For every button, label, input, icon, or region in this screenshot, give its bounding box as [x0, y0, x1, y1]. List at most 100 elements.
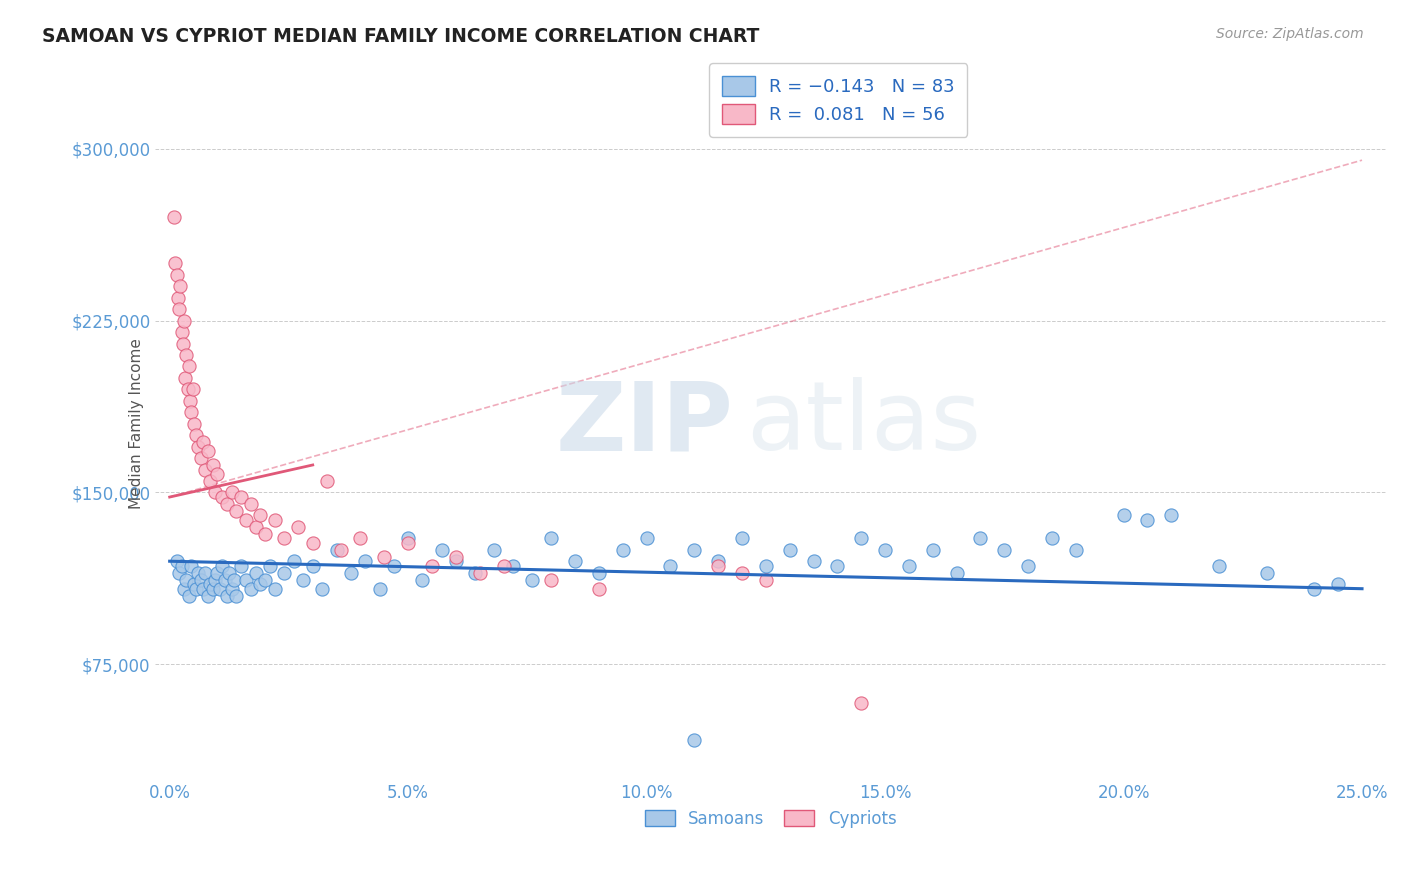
Point [170, 558, 193, 573]
Point [204, 573, 226, 587]
Point [184, 428, 207, 442]
Point [993, 542, 1015, 557]
Point [207, 566, 229, 580]
Point [430, 542, 453, 557]
Point [167, 291, 190, 305]
Point [382, 558, 405, 573]
Point [249, 508, 271, 523]
Point [273, 531, 295, 545]
Point [311, 582, 333, 596]
Point [235, 573, 257, 587]
Point [444, 549, 467, 564]
Text: Source: ZipAtlas.com: Source: ZipAtlas.com [1216, 27, 1364, 41]
Point [588, 566, 610, 580]
Point [803, 554, 825, 568]
Point [564, 554, 586, 568]
Point [200, 474, 222, 488]
Point [349, 531, 371, 545]
Point [492, 558, 515, 573]
Point [263, 513, 285, 527]
Point [167, 302, 190, 317]
Point [215, 589, 238, 603]
Point [520, 573, 543, 587]
Point [283, 554, 305, 568]
Point [1327, 577, 1350, 591]
Point [707, 558, 730, 573]
Point [540, 531, 562, 545]
Point [200, 577, 222, 591]
Point [163, 211, 186, 225]
Point [755, 558, 778, 573]
Point [177, 589, 200, 603]
Point [540, 573, 562, 587]
Point [190, 573, 212, 587]
Point [373, 549, 395, 564]
Point [190, 451, 212, 466]
Point [354, 554, 377, 568]
Point [225, 504, 247, 518]
Point [177, 359, 200, 374]
Point [194, 566, 217, 580]
Point [235, 513, 257, 527]
Point [731, 566, 754, 580]
Point [464, 566, 486, 580]
Point [897, 558, 920, 573]
Point [873, 542, 896, 557]
Text: SAMOAN VS CYPRIOT MEDIAN FAMILY INCOME CORRELATION CHART: SAMOAN VS CYPRIOT MEDIAN FAMILY INCOME C… [42, 27, 759, 45]
Point [169, 279, 191, 293]
Point [183, 577, 205, 591]
Point [211, 490, 233, 504]
Point [254, 573, 277, 587]
Point [176, 348, 198, 362]
Point [214, 573, 236, 587]
Point [1256, 566, 1278, 580]
Point [201, 458, 224, 472]
Legend: Samoans, Cypriots: Samoans, Cypriots [638, 803, 903, 835]
Point [1160, 508, 1182, 523]
Point [222, 573, 245, 587]
Point [707, 554, 730, 568]
Point [180, 405, 202, 419]
Point [273, 566, 295, 580]
Point [180, 558, 202, 573]
Point [172, 336, 194, 351]
Point [173, 313, 195, 327]
Point [197, 444, 219, 458]
Point [340, 566, 363, 580]
Point [259, 558, 281, 573]
Point [420, 558, 443, 573]
Point [588, 582, 610, 596]
Point [177, 382, 200, 396]
Point [368, 582, 391, 596]
Point [1064, 542, 1087, 557]
Point [683, 542, 706, 557]
Point [225, 589, 247, 603]
Text: atlas: atlas [747, 377, 981, 470]
Point [191, 582, 214, 596]
Point [197, 589, 219, 603]
Point [173, 582, 195, 596]
Point [1040, 531, 1063, 545]
Point [174, 371, 197, 385]
Point [636, 531, 658, 545]
Point [239, 582, 262, 596]
Point [411, 573, 433, 587]
Point [245, 566, 267, 580]
Point [921, 542, 943, 557]
Point [396, 531, 419, 545]
Point [254, 526, 277, 541]
Point [779, 542, 801, 557]
Point [187, 440, 209, 454]
Point [194, 462, 217, 476]
Point [827, 558, 849, 573]
Point [1208, 558, 1230, 573]
Point [181, 382, 204, 396]
Point [166, 554, 188, 568]
Point [211, 558, 233, 573]
Point [184, 582, 207, 596]
Point [1112, 508, 1135, 523]
Point [166, 268, 188, 282]
Point [330, 542, 353, 557]
Point [179, 393, 201, 408]
Point [218, 566, 240, 580]
